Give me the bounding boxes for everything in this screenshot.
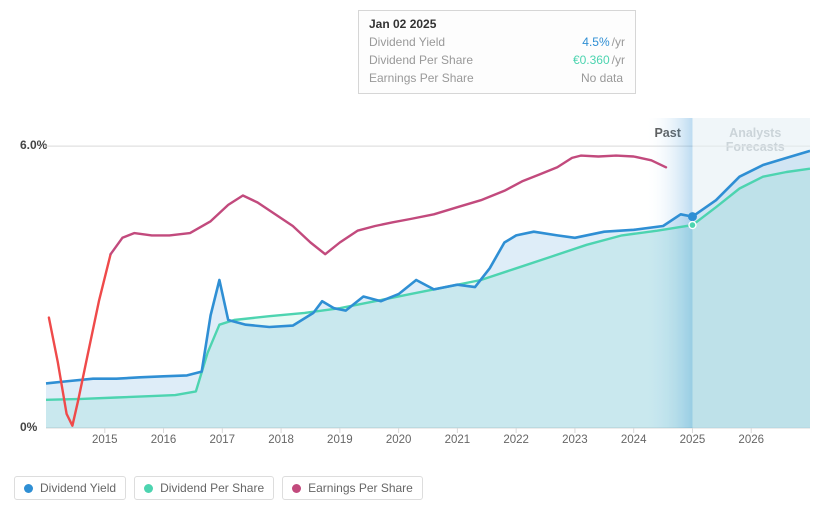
- legend-dot-icon: [292, 484, 301, 493]
- xaxis-tick: 2022: [503, 434, 529, 446]
- tooltip-value: 4.5%/yr: [582, 33, 625, 51]
- legend-label: Dividend Per Share: [160, 481, 264, 495]
- xaxis-tick: 2015: [92, 434, 118, 446]
- chart-tooltip: Jan 02 2025 Dividend Yield 4.5%/yr Divid…: [358, 10, 636, 94]
- dividend-chart: Jan 02 2025 Dividend Yield 4.5%/yr Divid…: [10, 10, 810, 460]
- legend-dot-icon: [144, 484, 153, 493]
- tooltip-label: Earnings Per Share: [369, 69, 474, 87]
- legend-item-dividend-yield[interactable]: Dividend Yield: [14, 476, 126, 500]
- xaxis-tick: 2024: [621, 434, 647, 446]
- legend-dot-icon: [24, 484, 33, 493]
- tooltip-value: No data: [581, 69, 625, 87]
- tooltip-label: Dividend Per Share: [369, 51, 473, 69]
- tooltip-row: Dividend Yield 4.5%/yr: [369, 33, 625, 51]
- tooltip-label: Dividend Yield: [369, 33, 445, 51]
- tooltip-date: Jan 02 2025: [369, 17, 625, 31]
- legend-label: Earnings Per Share: [308, 481, 413, 495]
- tooltip-value: €0.360/yr: [573, 51, 625, 69]
- tooltip-row: Earnings Per Share No data: [369, 69, 625, 87]
- legend-item-earnings-per-share[interactable]: Earnings Per Share: [282, 476, 423, 500]
- xaxis-tick: 2018: [268, 434, 294, 446]
- legend-item-dividend-per-share[interactable]: Dividend Per Share: [134, 476, 274, 500]
- xaxis-tick: 2023: [562, 434, 588, 446]
- xaxis-tick: 2020: [386, 434, 412, 446]
- xaxis-tick: 2025: [680, 434, 706, 446]
- xaxis-tick: 2021: [445, 434, 471, 446]
- xaxis-tick: 2019: [327, 434, 353, 446]
- chart-legend: Dividend Yield Dividend Per Share Earnin…: [14, 476, 423, 500]
- xaxis-tick: 2017: [210, 434, 236, 446]
- xaxis-tick: 2016: [151, 434, 177, 446]
- xaxis-ticks: 2015 2016 2017 2018 2019 2020 2021 2022 2023 2024…: [10, 434, 810, 450]
- legend-label: Dividend Yield: [40, 481, 116, 495]
- tooltip-row: Dividend Per Share €0.360/yr: [369, 51, 625, 69]
- xaxis-tick: 2026: [738, 434, 764, 446]
